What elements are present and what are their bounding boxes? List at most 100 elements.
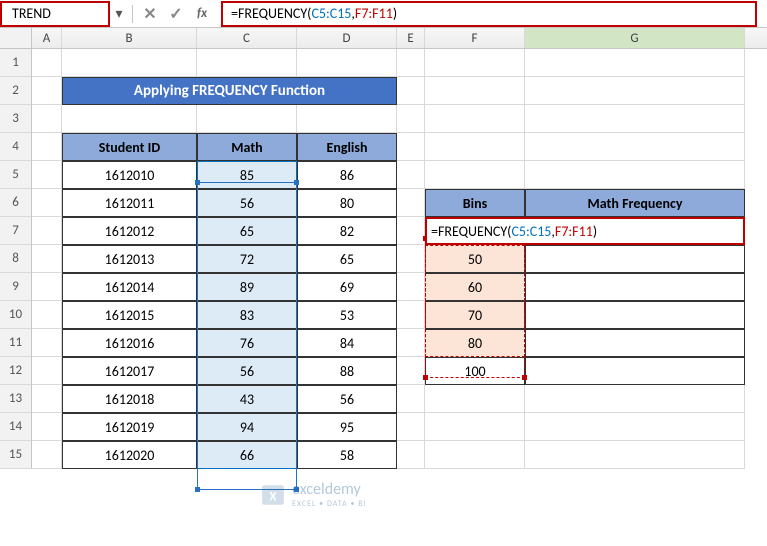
cell[interactable] bbox=[425, 385, 525, 413]
cell[interactable] bbox=[525, 161, 745, 189]
header-student-id[interactable]: Student ID bbox=[62, 133, 197, 161]
header-bins[interactable]: Bins bbox=[425, 189, 525, 217]
cell[interactable]: 53 bbox=[297, 301, 397, 329]
cell[interactable] bbox=[397, 105, 425, 133]
row-header[interactable]: 10 bbox=[0, 301, 32, 329]
cell[interactable] bbox=[397, 329, 425, 357]
cell[interactable] bbox=[32, 245, 62, 273]
cell[interactable]: 56 bbox=[197, 357, 297, 385]
cell[interactable]: 1612015 bbox=[62, 301, 197, 329]
formula-input[interactable]: =FREQUENCY(C5:C15,F7:F11) bbox=[221, 1, 757, 27]
cell[interactable] bbox=[32, 105, 62, 133]
cell[interactable]: 1612020 bbox=[62, 441, 197, 469]
cell[interactable]: 85 bbox=[197, 161, 297, 189]
cell[interactable]: 56 bbox=[297, 385, 397, 413]
cell[interactable] bbox=[32, 161, 62, 189]
cell[interactable]: 1612017 bbox=[62, 357, 197, 385]
cell[interactable] bbox=[525, 357, 745, 385]
cell[interactable]: 83 bbox=[197, 301, 297, 329]
row-header[interactable]: 9 bbox=[0, 273, 32, 301]
cell[interactable]: 72 bbox=[197, 245, 297, 273]
name-dropdown-icon[interactable]: ▾ bbox=[110, 5, 128, 22]
cell[interactable]: 69 bbox=[297, 273, 397, 301]
cell[interactable] bbox=[32, 273, 62, 301]
cell[interactable]: 1612019 bbox=[62, 413, 197, 441]
cell[interactable] bbox=[32, 329, 62, 357]
col-header-D[interactable]: D bbox=[297, 28, 397, 48]
cell[interactable]: 89 bbox=[197, 273, 297, 301]
cell[interactable] bbox=[297, 49, 397, 77]
row-header[interactable]: 5 bbox=[0, 161, 32, 189]
cell[interactable] bbox=[425, 49, 525, 77]
col-header-A[interactable]: A bbox=[32, 28, 62, 48]
col-header-F[interactable]: F bbox=[425, 28, 525, 48]
cell[interactable]: 1612016 bbox=[62, 329, 197, 357]
col-header-B[interactable]: B bbox=[62, 28, 197, 48]
row-header[interactable]: 13 bbox=[0, 385, 32, 413]
active-cell[interactable]: =FREQUENCY(C5:C15,F7:F11) bbox=[425, 217, 745, 245]
row-header[interactable]: 7 bbox=[0, 217, 32, 245]
cell[interactable]: 56 bbox=[197, 189, 297, 217]
fx-icon[interactable]: fx bbox=[189, 6, 215, 21]
cell[interactable] bbox=[32, 357, 62, 385]
cell[interactable] bbox=[525, 385, 745, 413]
cell[interactable] bbox=[397, 385, 425, 413]
cell[interactable]: 60 bbox=[425, 273, 525, 301]
cell[interactable] bbox=[62, 49, 197, 77]
cell[interactable] bbox=[425, 413, 525, 441]
cell[interactable]: 94 bbox=[197, 413, 297, 441]
cell[interactable] bbox=[397, 133, 425, 161]
cell[interactable]: 88 bbox=[297, 357, 397, 385]
cell[interactable]: 43 bbox=[197, 385, 297, 413]
cell[interactable]: 1612011 bbox=[62, 189, 197, 217]
cell[interactable] bbox=[32, 77, 62, 105]
cell[interactable] bbox=[425, 77, 525, 105]
cell[interactable] bbox=[397, 273, 425, 301]
cell[interactable]: 65 bbox=[197, 217, 297, 245]
cell[interactable] bbox=[525, 133, 745, 161]
cell[interactable]: 80 bbox=[297, 189, 397, 217]
cell[interactable]: 80 bbox=[425, 329, 525, 357]
cell[interactable] bbox=[525, 301, 745, 329]
cell[interactable] bbox=[425, 441, 525, 469]
cell[interactable] bbox=[397, 245, 425, 273]
cell[interactable]: 76 bbox=[197, 329, 297, 357]
cell[interactable] bbox=[525, 273, 745, 301]
enter-icon[interactable]: ✓ bbox=[163, 4, 189, 24]
row-header[interactable]: 14 bbox=[0, 413, 32, 441]
cell[interactable] bbox=[425, 105, 525, 133]
col-header-C[interactable]: C bbox=[197, 28, 297, 48]
cell[interactable]: 58 bbox=[297, 441, 397, 469]
row-header[interactable]: 1 bbox=[0, 49, 32, 77]
col-header-E[interactable]: E bbox=[397, 28, 425, 48]
cell[interactable] bbox=[397, 301, 425, 329]
cell[interactable] bbox=[62, 105, 197, 133]
row-header[interactable]: 6 bbox=[0, 189, 32, 217]
header-english[interactable]: English bbox=[297, 133, 397, 161]
cell[interactable]: 1612012 bbox=[62, 217, 197, 245]
row-header[interactable]: 4 bbox=[0, 133, 32, 161]
cell[interactable] bbox=[397, 357, 425, 385]
cell[interactable] bbox=[397, 77, 425, 105]
cell[interactable]: 100 bbox=[425, 357, 525, 385]
name-box[interactable]: TREND bbox=[0, 1, 110, 27]
cell[interactable] bbox=[397, 217, 425, 245]
cell[interactable]: 86 bbox=[297, 161, 397, 189]
row-header[interactable]: 3 bbox=[0, 105, 32, 133]
cell[interactable] bbox=[525, 245, 745, 273]
cell[interactable] bbox=[525, 329, 745, 357]
row-header[interactable]: 8 bbox=[0, 245, 32, 273]
cell[interactable]: 82 bbox=[297, 217, 397, 245]
cell[interactable] bbox=[397, 161, 425, 189]
cell[interactable]: 50 bbox=[425, 245, 525, 273]
cell[interactable] bbox=[32, 385, 62, 413]
cell[interactable]: 1612013 bbox=[62, 245, 197, 273]
cell[interactable] bbox=[397, 189, 425, 217]
col-header-G[interactable]: G bbox=[525, 28, 745, 48]
cell[interactable] bbox=[525, 49, 745, 77]
cell[interactable] bbox=[397, 441, 425, 469]
cell[interactable]: 1612010 bbox=[62, 161, 197, 189]
cell[interactable]: 1612014 bbox=[62, 273, 197, 301]
cell[interactable] bbox=[525, 441, 745, 469]
row-header[interactable]: 15 bbox=[0, 441, 32, 469]
